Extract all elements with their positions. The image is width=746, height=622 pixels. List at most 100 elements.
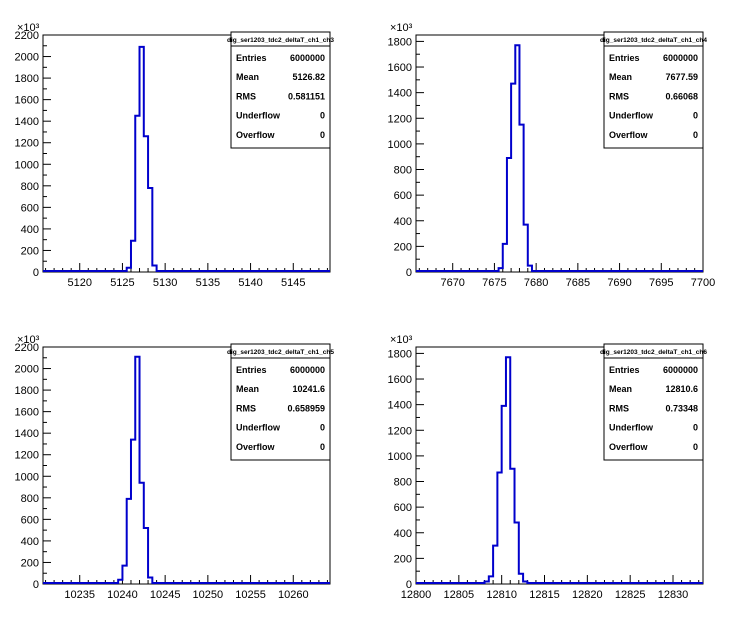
- y-tick-label: 600: [21, 202, 39, 214]
- y-tick-label: 1400: [15, 428, 39, 440]
- x-tick-label: 7680: [524, 277, 548, 289]
- y-tick-label: 1800: [388, 36, 412, 48]
- stats-box: [603, 31, 704, 149]
- stats-value: 0: [320, 423, 325, 433]
- histogram-bin: [131, 241, 135, 272]
- stats-label: Mean: [236, 72, 259, 82]
- histogram-bin: [148, 188, 152, 272]
- histogram-bin: [507, 158, 511, 272]
- stats-label: Entries: [609, 53, 640, 63]
- y-tick-label: 1800: [388, 348, 412, 360]
- stats-label: RMS: [609, 403, 629, 413]
- histogram-bin: [127, 268, 131, 272]
- stats-label: Overflow: [609, 130, 649, 140]
- histogram-bin: [502, 406, 506, 584]
- stats-value: 0: [693, 130, 698, 140]
- histogram-bin: [135, 357, 139, 584]
- x-tick-label: 7690: [607, 277, 631, 289]
- stats-label: RMS: [236, 91, 256, 101]
- y-tick-label: 1800: [15, 385, 39, 397]
- histogram-bin: [511, 84, 515, 272]
- histogram-bin: [493, 546, 497, 584]
- histogram-bin: [528, 266, 532, 272]
- histogram-bin: [499, 268, 503, 272]
- stats-label: Underflow: [609, 423, 654, 433]
- y-tick-label: 2000: [15, 364, 39, 376]
- y-tick-label: 200: [394, 241, 412, 253]
- x-tick-label: 12810: [486, 589, 517, 601]
- x-tick-label: 7670: [440, 277, 464, 289]
- histogram-bin: [144, 528, 148, 584]
- y-tick-label: 600: [21, 514, 39, 526]
- y-tick-label: 1200: [15, 450, 39, 462]
- x-tick-label: 5135: [196, 277, 220, 289]
- stats-label: Underflow: [236, 111, 281, 121]
- y-tick-label: 0: [33, 579, 39, 591]
- y-tick-label: 1600: [15, 95, 39, 107]
- x-tick-label: 5145: [281, 277, 305, 289]
- stats-label: Overflow: [236, 442, 276, 452]
- histogram-bin: [148, 578, 152, 584]
- x-tick-label: 7675: [482, 277, 506, 289]
- histogram-bin: [503, 244, 507, 272]
- x-tick-label: 7700: [691, 277, 715, 289]
- y-tick-label: 0: [406, 267, 412, 279]
- stats-title: dig_ser1203_tdc2_deltaT_ch1_ch4: [600, 37, 707, 44]
- stats-value: 6000000: [663, 365, 698, 375]
- histogram-bin: [515, 45, 519, 272]
- stats-label: Entries: [236, 53, 267, 63]
- y-tick-label: 800: [21, 493, 39, 505]
- y-tick-label: 1800: [15, 73, 39, 85]
- stats-label: Entries: [236, 365, 267, 375]
- histogram-bin: [122, 566, 126, 584]
- y-tick-label: 0: [33, 267, 39, 279]
- y-tick-label: 600: [394, 502, 412, 514]
- y-tick-label: 1000: [388, 451, 412, 463]
- stats-label: RMS: [236, 403, 256, 413]
- histogram-bin: [524, 225, 528, 272]
- stats-label: Entries: [609, 365, 640, 375]
- stats-label: Overflow: [236, 130, 276, 140]
- histogram-bin: [519, 574, 523, 584]
- stats-value: 0: [693, 442, 698, 452]
- stats-label: Underflow: [236, 423, 281, 433]
- histogram-bin: [515, 523, 519, 584]
- histogram-line: [416, 44, 703, 272]
- stats-value: 0: [693, 111, 698, 121]
- histogram-bin: [140, 47, 144, 272]
- x-tick-label: 5125: [110, 277, 134, 289]
- histogram-bin: [135, 116, 139, 272]
- x-tick-label: 7695: [649, 277, 673, 289]
- y-tick-label: 0: [406, 579, 412, 591]
- y-tick-label: 1000: [15, 471, 39, 483]
- stats-value: 6000000: [290, 365, 325, 375]
- y-tick-label: 400: [394, 216, 412, 228]
- histogram-bin: [127, 499, 131, 584]
- stats-label: Mean: [609, 72, 632, 82]
- stats-box: [230, 31, 331, 149]
- histogram-panel-1: ×10³ 0 200 400 600 800 1000 1200 1400 1600 1800 200…: [15, 22, 335, 289]
- y-tick-label: 1400: [15, 116, 39, 128]
- stats-label: Mean: [236, 384, 259, 394]
- histogram-bin: [519, 125, 523, 272]
- x-tick-label: 12820: [572, 589, 603, 601]
- y-exponent-label: ×10³: [17, 22, 40, 34]
- x-tick-label: 10245: [150, 589, 181, 601]
- stats-value: 6000000: [290, 53, 325, 63]
- histogram-panel-2: ×10³ 0 200 400 600 800 1000 1200 1400 1600 1800 767…: [388, 22, 716, 289]
- stats-value: 7677.59: [665, 72, 698, 82]
- histogram-bin: [152, 266, 156, 272]
- histogram-bin: [489, 576, 493, 584]
- x-tick-label: 12825: [615, 589, 646, 601]
- x-tick-label: 5120: [67, 277, 91, 289]
- histogram-bin: [118, 580, 122, 584]
- y-tick-label: 200: [21, 245, 39, 257]
- stats-value: 0.73348: [665, 403, 698, 413]
- x-tick-label: 7685: [566, 277, 590, 289]
- y-tick-label: 1600: [388, 62, 412, 74]
- y-tick-label: 2200: [15, 342, 39, 354]
- stats-value: 6000000: [663, 53, 698, 63]
- x-tick-label: 12805: [444, 589, 475, 601]
- y-tick-label: 800: [394, 477, 412, 489]
- y-tick-label: 1600: [15, 407, 39, 419]
